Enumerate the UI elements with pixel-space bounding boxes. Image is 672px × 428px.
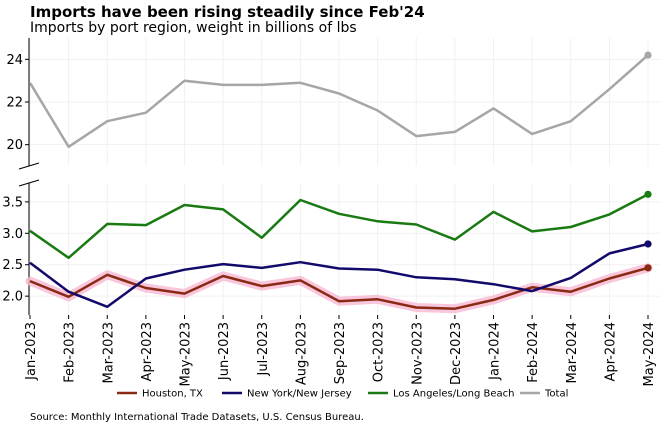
x-tick-label: Oct-2023	[372, 322, 387, 382]
x-tick-label: Mar-2023	[101, 322, 116, 383]
y-tick-label: 24	[6, 53, 23, 68]
x-tick-label: Feb-2023	[63, 322, 78, 383]
legend: Houston, TX New York/New Jersey Los Angele…	[117, 389, 568, 400]
x-tick-label: Jan-2023	[24, 322, 39, 381]
series-end-point	[644, 51, 652, 59]
y-tick-label: 3.0	[2, 227, 23, 242]
series-line	[29, 266, 649, 310]
series-end-point	[644, 240, 652, 248]
x-tick-labels: Jan-2023 Feb-2023 Mar-2023 Apr-2023 May-2023…	[24, 315, 657, 386]
series-line	[29, 193, 649, 260]
axis-break-mark	[18, 162, 40, 170]
legend-label: Houston, TX	[142, 389, 203, 400]
x-tick-label: Sep-2023	[333, 322, 348, 384]
y-tick-label: 3.5	[2, 195, 23, 210]
y-tick-label: 2.0	[2, 290, 23, 305]
x-tick-label: May-2023	[179, 322, 194, 386]
legend-label: Total	[544, 389, 568, 400]
x-tick-label: Aug-2023	[294, 322, 309, 385]
chart-source: Source: Monthly International Trade Data…	[30, 412, 364, 423]
x-tick-label: Apr-2023	[140, 322, 155, 381]
chart-subtitle: Imports by port region, weight in billio…	[30, 20, 357, 36]
axes-layer: 20 22 24 2.0 2.5 3.0 3.5	[2, 38, 40, 315]
series-line	[29, 242, 649, 309]
x-tick-label: Jun-2023	[217, 322, 232, 381]
series-end-point	[644, 264, 652, 272]
y-tick-label: 20	[6, 138, 23, 153]
x-tick-label: Dec-2023	[449, 322, 464, 385]
x-tick-label: Mar-2024	[565, 322, 580, 383]
x-tick-label: Feb-2024	[526, 322, 541, 383]
x-tick-label: Apr-2024	[603, 322, 618, 381]
chart-title: Imports have been rising steadily since …	[30, 3, 425, 21]
y-tick-label: 2.5	[2, 258, 23, 273]
series-layer	[25, 51, 653, 314]
series-end-point	[644, 190, 652, 198]
grid-layer	[29, 38, 660, 315]
x-tick-label: May-2024	[642, 322, 657, 386]
legend-label: Los Angeles/Long Beach	[393, 389, 514, 400]
legend-label: New York/New Jersey	[247, 389, 352, 400]
axis-break-mark	[18, 179, 40, 187]
series-line	[28, 54, 649, 149]
x-tick-label: Nov-2023	[410, 322, 425, 385]
y-tick-label: 22	[6, 96, 23, 111]
x-tick-label: Jul-2023	[256, 322, 271, 376]
x-tick-label: Jan-2024	[488, 322, 503, 381]
